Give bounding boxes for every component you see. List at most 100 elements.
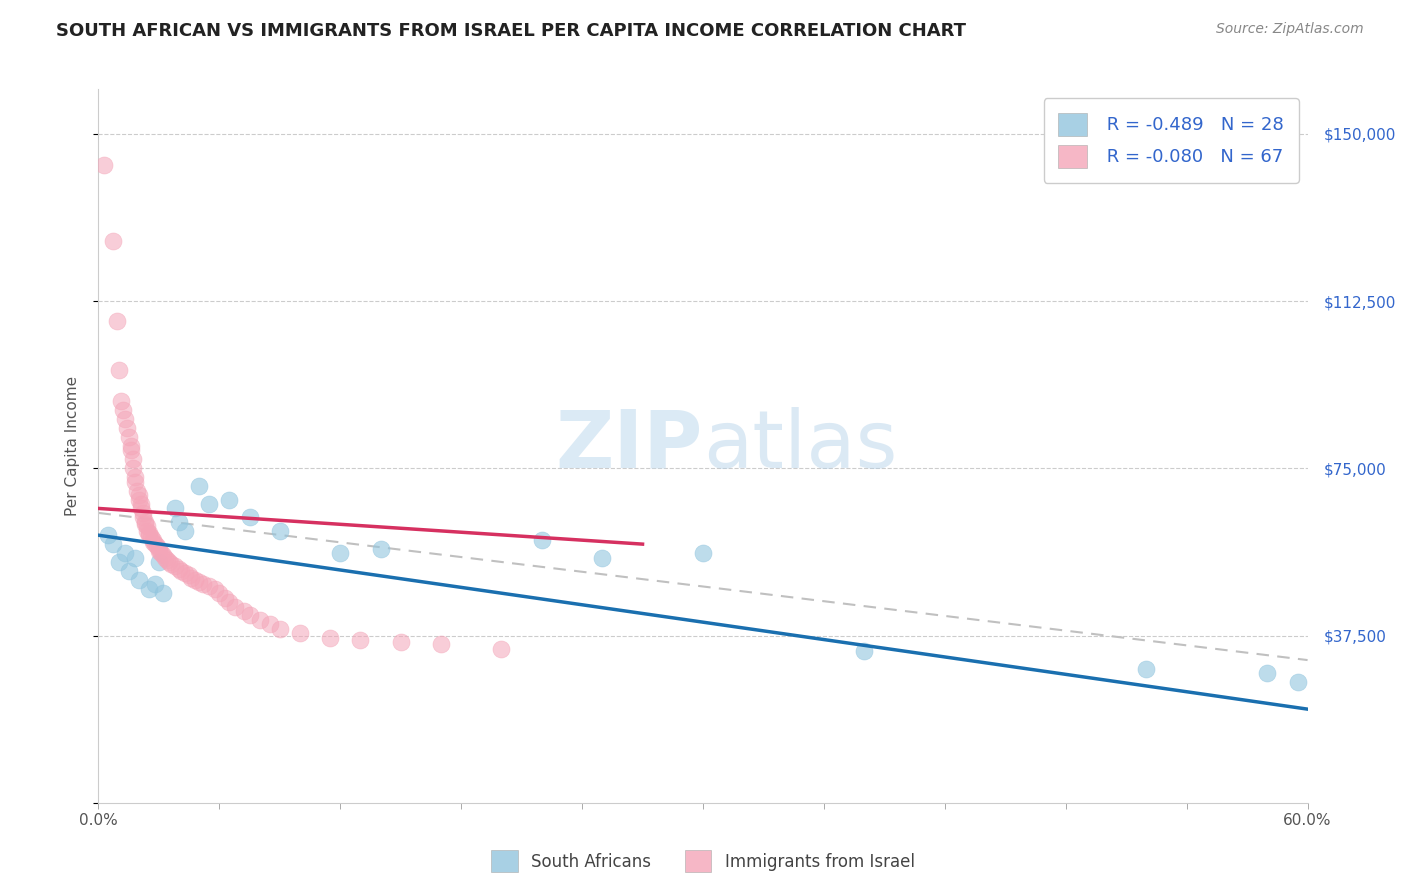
Point <box>97 528 120 542</box>
Point <box>239 510 262 524</box>
Point <box>218 492 240 507</box>
Point <box>174 524 197 538</box>
Point <box>184 573 207 587</box>
Text: ZIP: ZIP <box>555 407 703 485</box>
Point <box>135 524 157 538</box>
Point <box>370 541 392 556</box>
Text: SOUTH AFRICAN VS IMMIGRANTS FROM ISRAEL PER CAPITA INCOME CORRELATION CHART: SOUTH AFRICAN VS IMMIGRANTS FROM ISRAEL … <box>56 22 966 40</box>
Point <box>170 564 193 578</box>
Point <box>148 541 170 556</box>
Text: Source: ZipAtlas.com: Source: ZipAtlas.com <box>1216 22 1364 37</box>
Point <box>101 234 124 248</box>
Point <box>120 443 142 458</box>
Point <box>530 533 553 547</box>
Point <box>138 528 160 542</box>
Point <box>204 582 226 596</box>
Point <box>148 543 170 558</box>
Point <box>329 546 352 560</box>
Point <box>134 515 156 529</box>
Point <box>853 644 876 658</box>
Point <box>692 546 714 560</box>
Point <box>224 599 246 614</box>
Point <box>167 515 190 529</box>
Point <box>430 637 453 651</box>
Point <box>138 525 160 540</box>
Point <box>135 519 157 533</box>
Point <box>132 510 155 524</box>
Point <box>1256 666 1278 681</box>
Point <box>129 497 152 511</box>
Point <box>269 524 291 538</box>
Point <box>180 571 202 585</box>
Point <box>128 492 150 507</box>
Point <box>179 568 201 582</box>
Point <box>157 555 180 569</box>
Point <box>121 461 143 475</box>
Point <box>149 546 172 560</box>
Point <box>152 548 174 563</box>
Point <box>110 394 132 409</box>
Point <box>105 314 128 328</box>
Point <box>232 604 254 618</box>
Point <box>114 546 136 560</box>
Text: atlas: atlas <box>703 407 897 485</box>
Point <box>218 595 240 609</box>
Point <box>107 555 129 569</box>
Point <box>107 363 129 377</box>
Point <box>138 582 160 596</box>
Point <box>591 550 613 565</box>
Point <box>142 534 165 549</box>
Point <box>1286 675 1309 690</box>
Point <box>491 642 513 657</box>
Point <box>148 555 170 569</box>
Point <box>143 537 166 551</box>
Point <box>124 550 146 565</box>
Point <box>128 573 150 587</box>
Point <box>389 635 412 649</box>
Point <box>288 626 311 640</box>
Point <box>139 530 162 544</box>
Point <box>128 488 150 502</box>
Point <box>153 550 176 565</box>
Point <box>198 497 221 511</box>
Point <box>146 539 169 553</box>
Point <box>188 479 211 493</box>
Point <box>163 501 186 516</box>
Point <box>93 158 115 172</box>
Point <box>319 631 342 645</box>
Point <box>118 564 141 578</box>
Point <box>174 566 197 580</box>
Y-axis label: Per Capita Income: Per Capita Income <box>65 376 80 516</box>
Point <box>134 517 156 532</box>
Point <box>111 403 134 417</box>
Point <box>129 501 152 516</box>
Point <box>101 537 124 551</box>
Point <box>214 591 236 605</box>
Point <box>208 586 231 600</box>
Point <box>188 574 211 589</box>
Point <box>239 608 262 623</box>
Point <box>132 506 155 520</box>
Point <box>120 439 142 453</box>
Point <box>269 622 291 636</box>
Point <box>349 633 371 648</box>
Point <box>142 533 165 547</box>
Point <box>167 562 190 576</box>
Point <box>121 452 143 467</box>
Point <box>125 483 148 498</box>
Point <box>118 430 141 444</box>
Point <box>163 559 186 574</box>
Point <box>114 412 136 426</box>
Legend: South Africans, Immigrants from Israel: South Africans, Immigrants from Israel <box>484 842 922 880</box>
Point <box>259 617 281 632</box>
Point <box>1135 662 1157 676</box>
Point <box>160 557 183 572</box>
Point <box>124 470 146 484</box>
Point <box>198 580 221 594</box>
Point <box>249 613 271 627</box>
Point <box>193 577 215 591</box>
Point <box>124 475 146 489</box>
Point <box>156 552 179 567</box>
Point <box>115 421 138 435</box>
Point <box>152 586 174 600</box>
